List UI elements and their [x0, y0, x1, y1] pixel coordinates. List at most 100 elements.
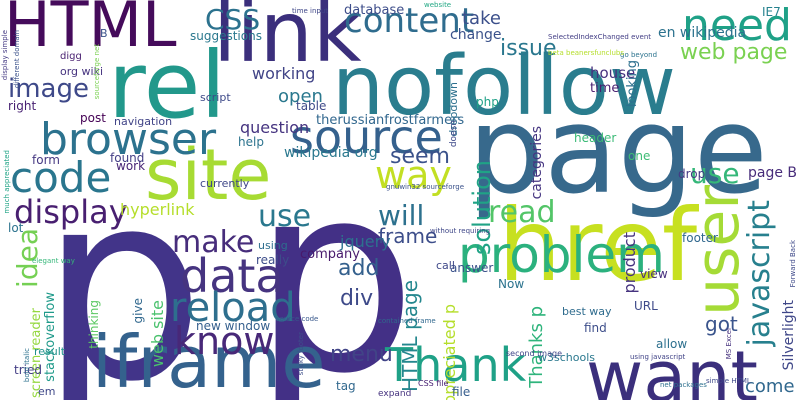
- word-tried: tried: [14, 363, 42, 377]
- word-doesn: doesn: [449, 120, 459, 148]
- word-content: content: [344, 1, 475, 41]
- word-company: company: [300, 247, 360, 262]
- word-question: question: [240, 118, 310, 137]
- word-expand: expand: [378, 389, 412, 399]
- word-ms-excel: MS Excel: [725, 328, 733, 360]
- word-web-site: web site: [148, 300, 167, 368]
- word-call: call: [436, 259, 455, 272]
- word-really: really: [256, 253, 290, 267]
- word-link: link: [213, 0, 362, 81]
- word-use-1: use: [690, 157, 740, 190]
- word-come: come: [745, 376, 795, 397]
- word-lot: lot: [8, 221, 24, 235]
- word-contained-frame: contained frame: [378, 317, 436, 325]
- word-browser: browser: [40, 114, 217, 165]
- word-elegant-way: elegant way: [32, 257, 75, 265]
- word-new-window: new window: [196, 319, 271, 333]
- word-issue: issue: [500, 36, 557, 61]
- word-best-way: best way: [562, 305, 612, 318]
- word-categories: categories: [529, 126, 545, 200]
- word-url: URL: [634, 299, 658, 313]
- word-work: work: [116, 159, 146, 173]
- word-menu: menu: [330, 342, 393, 367]
- word-right: right: [8, 99, 37, 113]
- word-user: user: [683, 185, 753, 316]
- word-different-domain: different domain: [13, 30, 21, 89]
- word-house: house: [590, 64, 636, 82]
- word-take: take: [462, 8, 501, 29]
- word-source-code: source code: [276, 315, 319, 323]
- word-time: time: [590, 81, 620, 96]
- word-form: form: [32, 153, 60, 167]
- word-solution: solution: [468, 160, 496, 256]
- word-open: open: [278, 86, 323, 107]
- word-read: read: [488, 195, 556, 230]
- word-display: display: [14, 193, 128, 231]
- word-gnuwin32-sourceforge: gnuwin32 sourceforge: [386, 183, 465, 191]
- word-iframe: iframe: [92, 320, 326, 400]
- word-found: found: [110, 151, 145, 165]
- word-suggestions: suggestions: [190, 29, 262, 43]
- word-result: result: [34, 345, 66, 358]
- word-find: find: [584, 321, 607, 335]
- word-p-2: p: [252, 129, 418, 400]
- word-web-page: web page: [680, 40, 788, 65]
- word-nofollow: nofollow: [332, 39, 676, 134]
- word-javascript: javascript: [742, 200, 777, 347]
- word-post: post: [80, 111, 106, 125]
- word-using-javascript: using javascript: [630, 353, 686, 361]
- word-sticky-footer: sticky footer: [297, 332, 305, 376]
- word-make: make: [172, 225, 255, 260]
- word-en-wikipedia: en wikipedia: [658, 25, 747, 41]
- word-thank: Thank: [385, 338, 527, 392]
- word-currently: currently: [200, 177, 250, 190]
- word-tag: tag: [336, 379, 356, 393]
- word-stackoverflow: stackoverflow: [43, 292, 58, 382]
- word-problem: problem: [458, 226, 665, 284]
- word-working: working: [252, 64, 316, 83]
- word-css: CSS: [205, 3, 261, 36]
- word-got: got: [705, 312, 738, 336]
- word-give: give: [131, 298, 145, 324]
- word-drop: drop: [678, 167, 706, 181]
- word-table: table: [296, 99, 327, 113]
- word-without-requiring: without requiring: [430, 227, 491, 235]
- word-database: database: [344, 3, 405, 18]
- word-footer: footer: [682, 231, 718, 245]
- word-want: want: [586, 336, 758, 400]
- word-thinking: thinking: [87, 300, 101, 349]
- word-b: B: [100, 27, 108, 40]
- word-seem: seem: [390, 144, 450, 169]
- word-site: site: [145, 134, 272, 216]
- word-rel: rel: [108, 32, 226, 139]
- word-css-file: CSS file: [418, 379, 449, 388]
- word-data: data: [180, 249, 284, 303]
- word-website: website: [424, 1, 452, 9]
- word-em: em: [38, 385, 56, 398]
- word-display-simple: display simple: [1, 30, 9, 81]
- word-html-page: HTML page: [398, 280, 422, 392]
- word-need: need: [682, 0, 792, 51]
- word-file: file: [452, 385, 471, 399]
- word-allow: allow: [656, 337, 688, 351]
- word-will: will: [378, 199, 425, 232]
- word-silverlight: Silverlight: [781, 300, 797, 371]
- word-php: php: [476, 95, 499, 109]
- word-looking: looking: [625, 60, 640, 108]
- word-help: help: [238, 135, 264, 149]
- word-therussianfrostfarmers: therussianfrostfarmers: [316, 113, 465, 128]
- word-div: div: [340, 286, 374, 311]
- word-sourceforge-net: sourceforge net: [93, 44, 101, 100]
- word-href: href: [498, 187, 698, 304]
- word-w3schools: w3schools: [538, 351, 595, 364]
- word-second-image: second image: [506, 349, 562, 358]
- word-know: know: [174, 319, 275, 363]
- word-bold-italic: bold italic: [23, 348, 31, 383]
- word-page: page: [468, 82, 768, 221]
- word-answer: answer: [450, 261, 494, 275]
- word-script: script: [200, 91, 231, 104]
- word-simple-html: simple HTML: [706, 377, 751, 385]
- word-time-input: time input: [292, 7, 329, 15]
- word-jquery: jquery: [340, 232, 391, 251]
